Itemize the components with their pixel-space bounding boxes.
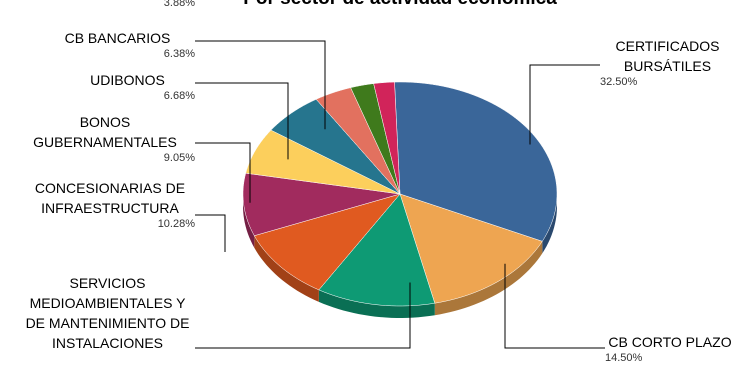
slice-label: CB CORTO PLAZO: [608, 334, 732, 350]
slice-value-label: 14.50%: [605, 352, 643, 364]
leader-line: [195, 82, 289, 160]
leader-line: [195, 142, 251, 203]
slice-label: CB BANCARIOS: [64, 30, 171, 46]
leader-line: [529, 64, 600, 145]
slice-side: [254, 235, 319, 302]
pie-slice: [318, 193, 436, 307]
leader-line: [504, 263, 605, 349]
slice-label: CERTIFICADOS BURSÁTILES: [615, 38, 720, 74]
pie-slice: [253, 193, 401, 291]
pie-slice: [315, 87, 401, 195]
pie-slice: [399, 193, 543, 304]
pie-slice: [270, 99, 401, 195]
slice-label: UDIBONOS: [90, 72, 165, 88]
leader-line: [195, 282, 411, 349]
slice-label: BONOS GUBERNAMENTALES: [33, 114, 177, 150]
leader-line: [195, 40, 326, 130]
slice-side: [434, 241, 543, 316]
slice-side: [318, 289, 435, 318]
slice-label: SERVICIOS MEDIOAMBIENTALES Y DE MANTENIM…: [25, 275, 190, 351]
slice-value-label: 6.68%: [163, 90, 195, 102]
slice-value-label: 6.38%: [163, 48, 195, 60]
pie-slice: [394, 81, 558, 242]
pie-slice: [350, 83, 401, 195]
slice-value-label: 10.28%: [157, 218, 195, 230]
slice-value-label: 9.05%: [163, 152, 195, 164]
chart-title: Por sector de actividad económica: [200, 0, 600, 10]
slice-label: CONCESIONARIAS DE INFRAESTRUCTURA: [34, 180, 186, 216]
slice-value-label: 3.88%: [163, 0, 195, 9]
leader-line: [195, 214, 226, 253]
slice-value-label: 32.50%: [600, 76, 638, 88]
pie-slice: [373, 81, 401, 195]
pie-slice: [245, 129, 401, 195]
